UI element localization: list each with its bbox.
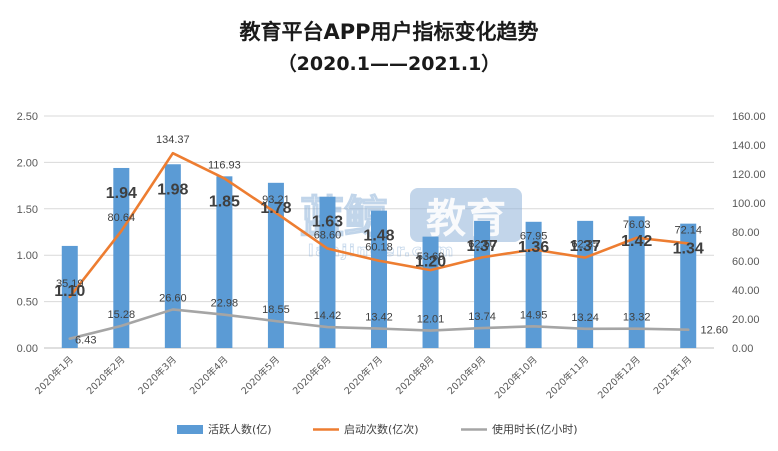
usage-time-label: 26.60 xyxy=(159,292,187,304)
launch-count-label: 72.14 xyxy=(674,224,702,236)
y-right-tick-label: 160.00 xyxy=(732,111,766,123)
usage-time-label: 13.24 xyxy=(571,312,599,324)
launch-count-label: 134.37 xyxy=(156,134,190,146)
chart-subtitle: （2020.1——2021.1） xyxy=(278,52,501,75)
launch-count-label: 35.19 xyxy=(56,278,84,290)
x-category-label: 2020年10月 xyxy=(492,354,540,402)
usage-time-label: 15.28 xyxy=(108,309,136,321)
bar-value-label: 1.94 xyxy=(106,185,137,202)
usage-time-label: 14.95 xyxy=(520,309,548,321)
x-category-label: 2020年12月 xyxy=(595,354,643,402)
bar-series xyxy=(61,164,697,348)
usage-time-label: 13.32 xyxy=(623,312,651,324)
usage-time-label: 18.55 xyxy=(262,304,290,316)
x-category-label: 2020年7月 xyxy=(342,354,385,397)
line-series xyxy=(68,151,690,340)
launch-count-label: 62.35 xyxy=(571,239,599,251)
bar-value-label: 1.37 xyxy=(467,238,498,255)
bar-value-label: 1.20 xyxy=(415,254,446,271)
launch-count-label: 68.60 xyxy=(314,230,342,242)
y-right-tick-label: 80.00 xyxy=(732,227,760,239)
x-category-label: 2020年2月 xyxy=(84,354,127,397)
legend-label: 活跃人数(亿) xyxy=(208,422,272,436)
usage-time-label: 14.42 xyxy=(314,310,342,322)
bar-value-label: 1.63 xyxy=(312,214,343,231)
y-right-tick-label: 100.00 xyxy=(732,198,766,210)
y-left-tick-label: 0.50 xyxy=(17,297,38,309)
y-left-tick-label: 1.50 xyxy=(17,204,38,216)
usage-time-label: 12.01 xyxy=(417,314,445,326)
y-right-tick-label: 140.00 xyxy=(732,140,766,152)
data-labels: 1.10 1.94 1.98 1.85 1.78 1.63 1.48 1.20 1.37 1.36… xyxy=(54,134,728,347)
bar-active-users xyxy=(525,221,542,348)
bar-value-label: 1.98 xyxy=(157,181,188,198)
launch-count-label: 60.18 xyxy=(365,242,393,254)
bar-value-label: 1.78 xyxy=(260,200,291,217)
watermark-badge xyxy=(410,188,522,242)
y-right-tick-label: 40.00 xyxy=(732,285,760,297)
x-category-label: 2020年9月 xyxy=(445,354,488,397)
x-category-label: 2020年6月 xyxy=(290,354,333,397)
x-category-label: 2021年1月 xyxy=(651,354,694,397)
bar-active-users xyxy=(267,182,284,348)
legend: 活跃人数(亿) 启动次数(亿次) 使用时长(亿小时) xyxy=(177,422,578,436)
y-left-tick-label: 0.00 xyxy=(17,343,38,355)
launch-count-label: 76.03 xyxy=(623,219,651,231)
bar-active-users xyxy=(164,164,181,348)
y-right-tick-label: 60.00 xyxy=(732,256,760,268)
launch-count-label: 67.95 xyxy=(520,230,548,242)
legend-label: 使用时长(亿小时) xyxy=(492,423,578,436)
bar-active-users xyxy=(577,220,594,348)
watermark-badge-text: 教育 xyxy=(426,196,506,242)
bar-active-users xyxy=(474,220,491,348)
bar-value-label: 1.37 xyxy=(570,238,601,255)
legend-swatch-bar xyxy=(177,425,203,434)
bar-active-users xyxy=(216,176,233,348)
x-category-label: 2020年4月 xyxy=(187,354,230,397)
chart-title: 教育平台APP用户指标变化趋势 xyxy=(239,20,538,44)
bar-active-users xyxy=(628,216,645,348)
bar-value-label: 1.48 xyxy=(363,228,394,245)
legend-label: 启动次数(亿次) xyxy=(344,422,419,436)
launch-count-label: 93.21 xyxy=(262,194,290,206)
launch-count-label: 116.93 xyxy=(208,159,241,171)
x-category-label: 2020年3月 xyxy=(136,354,179,397)
bar-active-users xyxy=(422,236,439,348)
y-left-tick-label: 1.00 xyxy=(17,250,38,262)
y-right-tick-label: 20.00 xyxy=(732,314,760,326)
y-left-tick-label: 2.00 xyxy=(17,157,38,169)
bar-active-users xyxy=(680,223,697,348)
usage-time-label: 6.43 xyxy=(75,335,96,347)
bar-value-label: 1.42 xyxy=(621,233,652,250)
bar-active-users xyxy=(371,210,387,348)
launch-count-label: 62.50 xyxy=(468,238,496,250)
x-category-label: 2020年1月 xyxy=(33,354,76,397)
usage-time-label: 13.74 xyxy=(468,311,496,323)
bar-active-users xyxy=(113,167,130,348)
x-category-label: 2020年5月 xyxy=(239,354,282,397)
bar-value-label: 1.34 xyxy=(673,241,704,258)
bar-value-label: 1.36 xyxy=(518,239,549,256)
launch-count-label: 80.64 xyxy=(108,212,136,224)
x-category-label: 2020年8月 xyxy=(393,354,436,397)
usage-time-label: 12.60 xyxy=(700,325,728,337)
x-category-label: 2020年11月 xyxy=(544,354,592,402)
bar-value-label: 1.85 xyxy=(209,193,240,210)
bar-active-users xyxy=(319,196,336,348)
y-right-tick-label: 120.00 xyxy=(732,169,766,181)
usage-time-label: 13.42 xyxy=(365,312,393,324)
usage-time-label: 22.98 xyxy=(211,298,239,310)
bar-value-label: 1.10 xyxy=(54,283,85,300)
y-right-tick-label: 0.00 xyxy=(732,343,753,355)
launch-count-label: 53.69 xyxy=(417,251,445,263)
y-left-tick-label: 2.50 xyxy=(17,111,38,123)
